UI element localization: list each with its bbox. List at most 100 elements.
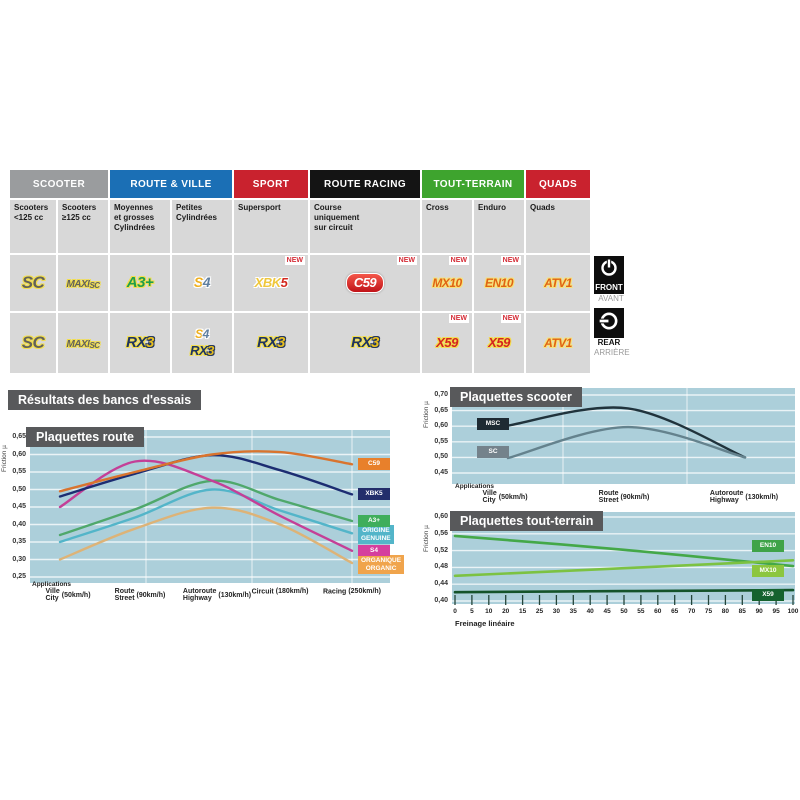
badge-text: ATV1 — [544, 335, 572, 350]
category-header-row: SCOOTER ROUTE & VILLE SPORT ROUTE RACING… — [10, 170, 590, 198]
x-tick-label: 35 — [569, 608, 577, 615]
y-tick-label: 0,44 — [434, 580, 448, 588]
badge-cell: NEW EN10 — [474, 255, 524, 311]
y-tick-label: 0,65 — [434, 406, 448, 414]
chart-plaquettes-tout-terrain: 0,60 0,56 0,52 0,48 0,44 0,40 0 5 10 20 15 25 30 35 40… — [423, 511, 798, 628]
new-tag: NEW — [448, 314, 469, 323]
badge: MAXISC — [59, 275, 107, 292]
x-tick-label: 25 — [535, 608, 544, 615]
badge-text: 3 — [207, 343, 214, 358]
chart-svg — [452, 388, 795, 484]
series-label-MSC: MSC — [477, 418, 509, 430]
subcat-scooters-125plus: Scooters ≥125 cc — [58, 200, 108, 253]
x-tick-label: 30 — [552, 608, 561, 615]
application-table: SCOOTER ROUTE & VILLE SPORT ROUTE RACING… — [8, 168, 592, 375]
series-label-SC: SC — [477, 446, 509, 458]
x-tick-label: 60 — [654, 608, 662, 615]
y-tick-label: 0,50 — [434, 453, 448, 461]
badge-text: SC — [21, 332, 45, 352]
x-axis-label: Freinage linéaire — [455, 619, 515, 628]
category-quads: QUADS — [526, 170, 590, 198]
chart-plaquettes-scooter: 0,70 0,65 0,60 0,55 0,50 0,45 MSC SC Application… — [423, 387, 795, 504]
badge: SC — [11, 332, 55, 353]
y-tick-label: 0,70 — [434, 391, 448, 398]
section-title: Résultats des bancs d'essais — [8, 390, 202, 410]
badge: S4 — [173, 274, 231, 292]
y-tick-label: 0,35 — [12, 538, 26, 545]
front-marker: FRONT AVANT — [594, 256, 640, 304]
badge-text: X59 — [436, 334, 458, 350]
x-tick-label: 70 — [687, 608, 696, 615]
chart-title: Plaquettes scooter — [450, 387, 582, 407]
x-tick-label: 50 — [620, 608, 628, 615]
y-axis-label: Friction µ — [1, 445, 8, 472]
x-tick-label: 40 — [586, 608, 594, 615]
badge-text: MAXI — [66, 338, 90, 350]
new-tag: NEW — [500, 256, 521, 265]
badge-text: ATV1 — [544, 275, 572, 290]
badge: X59 — [475, 335, 523, 352]
y-axis-label: Friction µ — [423, 525, 430, 552]
badge-cell: S4 — [172, 255, 232, 311]
x-tick-label: 80 — [721, 608, 730, 615]
badge: MAXISC — [59, 335, 107, 352]
badge: RX3 — [235, 333, 307, 352]
badge-cell: SC — [10, 313, 56, 373]
badge-cell: RX3 — [110, 313, 170, 373]
front-label: FRONT — [595, 283, 623, 292]
series-label-ORIGINE: ORIGINE GENUINE — [358, 525, 394, 545]
x-category-label: Ville City (50km/h) — [45, 588, 91, 602]
badge: SC — [11, 273, 55, 293]
x-tick-label: 65 — [671, 608, 679, 615]
badge-cell: MAXISC — [58, 313, 108, 373]
y-tick-label: 0,60 — [434, 422, 448, 430]
x-tick-label: 20 — [502, 608, 510, 615]
x-tick-label: 45 — [603, 608, 611, 615]
y-tick-label: 0,55 — [434, 437, 448, 445]
series-label-X59: X59 — [752, 589, 784, 601]
applications-label: Applications — [455, 483, 495, 490]
y-tick-label: 0,25 — [12, 573, 26, 580]
series-line-MX10 — [453, 559, 795, 578]
badge: ATV1 — [527, 335, 589, 352]
subcat-cross: Cross — [422, 200, 472, 253]
y-tick-label: 0,60 — [12, 450, 26, 458]
series-label-MX10: MX10 — [752, 565, 784, 577]
x-tick-label: 95 — [772, 608, 780, 615]
badge-cell: ATV1 — [526, 313, 590, 373]
y-tick-label: 0,55 — [12, 468, 26, 475]
y-tick-label: 0,48 — [434, 563, 448, 571]
badge-text: MX10 — [432, 275, 462, 290]
rear-label: REAR — [597, 338, 621, 347]
subcategory-row: Scooters <125 cc Scooters ≥125 cc Moyenn… — [10, 200, 590, 253]
subcat-moyennes: Moyennes et grosses Cylindrées — [110, 200, 170, 253]
x-tick-label: 15 — [518, 608, 527, 615]
badge-cell: SC — [10, 255, 56, 311]
badge-cell: NEW MX10 — [422, 255, 472, 311]
front-pads-row: SC MAXISC A3+ S4 NEW XBK5 NEW C59 NEW MX10 … — [10, 255, 590, 311]
badge: RX3 — [111, 334, 169, 352]
y-tick-label: 0,52 — [434, 546, 448, 554]
badge: MX10 — [423, 275, 471, 292]
series-label-C59: C59 — [358, 458, 390, 470]
badge-text: SC — [89, 340, 100, 350]
x-category-label: Ville City (50km/h) — [482, 490, 528, 504]
subcat-enduro: Enduro — [474, 200, 524, 253]
x-tick-label: 75 — [704, 608, 713, 615]
y-tick-label: 0,40 — [12, 520, 26, 528]
badge-text: S — [195, 327, 203, 342]
series-line-S4 — [58, 459, 354, 552]
series-label-A3+: A3+ — [358, 515, 390, 527]
badge: X59 — [423, 335, 471, 352]
badge-cell: A3+ — [110, 255, 170, 311]
chart-title: Plaquettes tout-terrain — [450, 511, 604, 531]
badge-text: 5 — [280, 274, 288, 290]
series-label-ORGANIQUE: ORGANIQUE ORGANIC — [358, 555, 405, 574]
badge-cell: RX3 — [234, 313, 308, 373]
badge-text: RX — [257, 333, 277, 351]
category-scooter: SCOOTER — [10, 170, 108, 198]
x-tick-label: 90 — [755, 608, 763, 615]
badge-text: 3 — [277, 333, 285, 351]
series-label-S4: S4 — [358, 544, 390, 557]
chart-svg — [452, 516, 795, 605]
